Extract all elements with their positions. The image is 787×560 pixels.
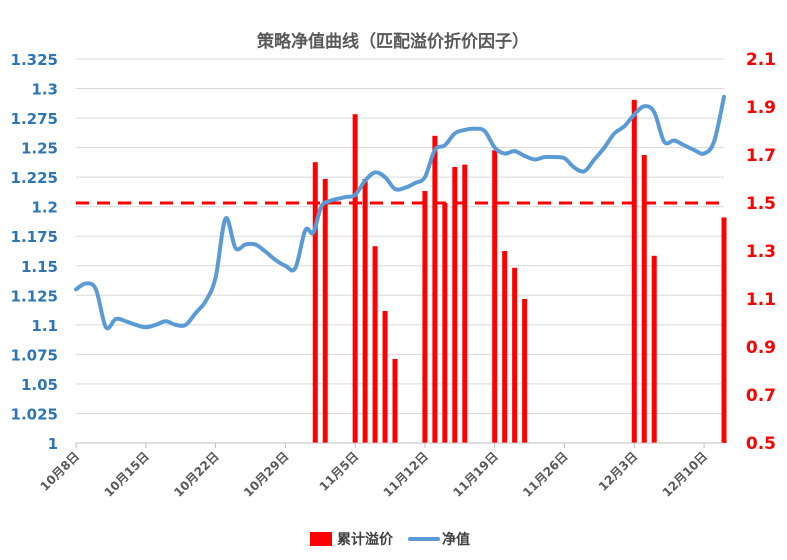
- premium-bar: [512, 267, 518, 443]
- x-tick-label: 10月8日: [38, 449, 83, 494]
- premium-bar: [432, 135, 438, 444]
- premium-bar: [641, 155, 647, 443]
- premium-bar: [352, 114, 358, 443]
- premium-bar: [651, 255, 657, 443]
- right-tick-label: 2.1: [746, 50, 776, 70]
- right-tick-label: 0.5: [746, 434, 776, 454]
- premium-bar: [442, 203, 448, 443]
- left-tick-label: 1.275: [11, 110, 58, 128]
- premium-bar: [312, 162, 318, 443]
- x-tick-label: 10月29日: [241, 449, 291, 499]
- nav-line-path: [74, 94, 726, 331]
- left-tick-label: 1.325: [11, 51, 58, 69]
- legend-swatch-bar: [310, 532, 332, 546]
- left-tick-label: 1.025: [11, 405, 58, 423]
- left-tick-label: 1.1: [31, 317, 58, 335]
- premium-bar: [372, 246, 378, 443]
- premium-bar: [362, 179, 368, 443]
- gridlines: [76, 58, 724, 414]
- premium-bar: [631, 99, 637, 444]
- x-tick-label: 11月12日: [381, 449, 431, 499]
- x-tick-label: 11月5日: [317, 449, 362, 494]
- premium-bar: [322, 179, 328, 443]
- left-tick-label: 1.225: [11, 169, 58, 187]
- premium-bar: [462, 164, 468, 443]
- premium-bar: [422, 191, 428, 443]
- premium-bars: [312, 99, 727, 444]
- right-axis-ticks: 0.5 0.7 0.9 1.1 1.3 1.5 1.7 1.9 2.1: [746, 50, 776, 454]
- x-tick-label: 12月3日: [596, 449, 641, 494]
- premium-bar: [492, 150, 498, 443]
- premium-bar: [392, 359, 398, 443]
- premium-bar: [721, 217, 727, 443]
- legend: 累计溢价 净值: [310, 531, 470, 548]
- premium-bar: [522, 299, 528, 443]
- x-tick-label: 10月15日: [101, 449, 151, 499]
- left-tick-label: 1.075: [11, 346, 58, 364]
- x-tick-label: 12月10日: [660, 449, 710, 499]
- premium-bar: [452, 167, 458, 443]
- premium-bar: [382, 311, 388, 443]
- left-tick-label: 1.2: [31, 199, 58, 217]
- x-tick-label: 11月19日: [450, 449, 500, 499]
- left-tick-label: 1: [48, 435, 58, 453]
- legend-label-bar: 累计溢价: [337, 531, 394, 548]
- right-tick-label: 0.7: [746, 386, 776, 406]
- right-tick-label: 1.1: [746, 290, 776, 310]
- right-tick-label: 1.3: [746, 242, 776, 262]
- left-tick-label: 1.125: [11, 287, 58, 305]
- nav-line: [74, 94, 726, 331]
- premium-bar: [502, 251, 508, 443]
- left-tick-label: 1.175: [11, 228, 58, 246]
- left-tick-label: 1.15: [21, 258, 58, 276]
- x-tick-label: 10月22日: [171, 449, 221, 499]
- left-tick-label: 1.25: [21, 140, 58, 158]
- x-axis: 10月8日 10月15日 10月22日 10月29日 11月5日 11月12日 11月19日…: [38, 442, 724, 500]
- right-tick-label: 1.5: [746, 194, 776, 214]
- x-tick-label: 11月26日: [520, 449, 570, 499]
- right-tick-label: 1.9: [746, 98, 776, 118]
- right-tick-label: 0.9: [746, 338, 776, 358]
- legend-label-line: 净值: [442, 531, 470, 548]
- left-tick-label: 1.05: [21, 376, 58, 394]
- left-axis-ticks: 1 1.025 1.05 1.075 1.1 1.125 1.15 1.175 1.2 1.225…: [11, 51, 58, 453]
- right-tick-label: 1.7: [746, 146, 776, 166]
- left-tick-label: 1.3: [31, 81, 58, 99]
- chart-title: 策略净值曲线（匹配溢价折价因子）: [257, 31, 529, 52]
